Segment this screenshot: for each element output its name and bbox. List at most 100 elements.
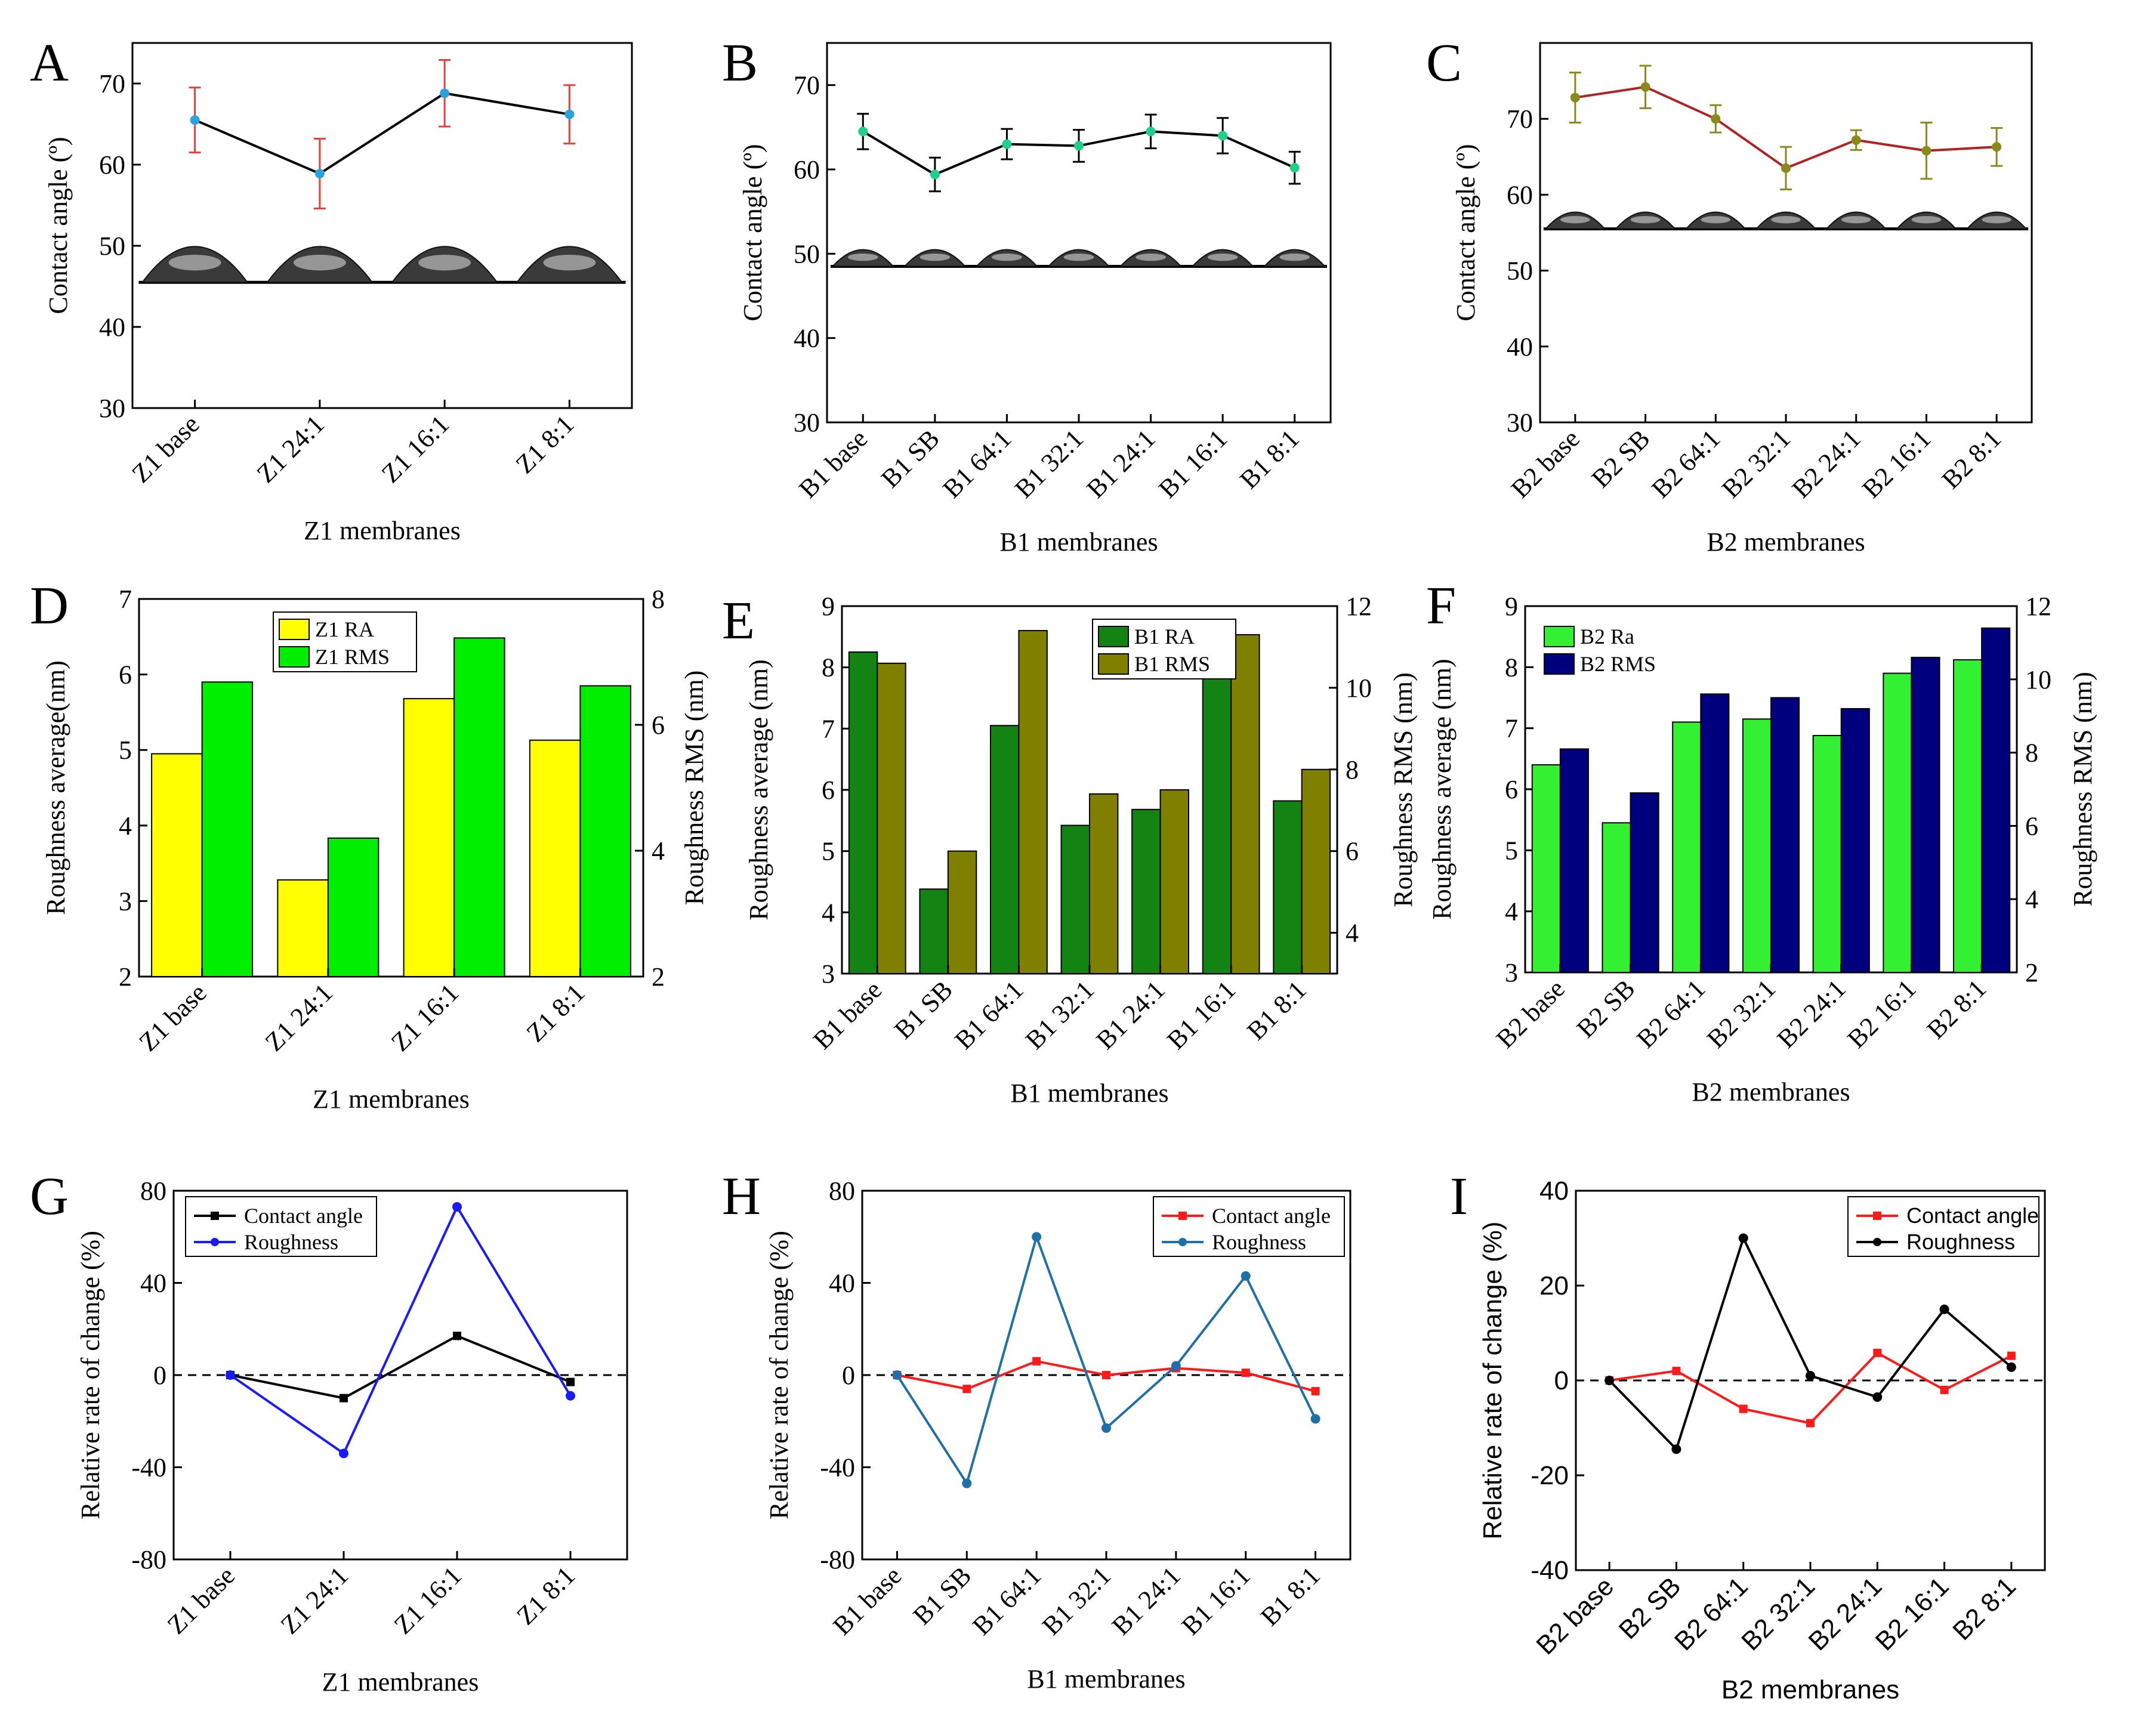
series-line-contact-angle bbox=[1609, 1351, 2012, 1425]
x-tick-label: Z1 24:1 bbox=[260, 978, 338, 1057]
series-line-contact-angle bbox=[194, 92, 570, 175]
y-tick-label: 9 bbox=[822, 592, 835, 621]
point-contact-angle-b1-8-1 bbox=[1289, 163, 1300, 173]
bar-z1-ra-z1-8-1 bbox=[529, 739, 581, 977]
panel-letter: D bbox=[30, 576, 69, 635]
x-tick-label: B2 8:1 bbox=[1936, 424, 2007, 494]
x-tick-label: B1 8:1 bbox=[1234, 424, 1304, 494]
y-axis-label: Roughness average(nm) bbox=[41, 660, 70, 915]
point-contact-angle-b1-8-1 bbox=[1311, 1387, 1320, 1396]
legend-marker bbox=[211, 1212, 219, 1220]
legend-swatch bbox=[1098, 626, 1129, 647]
y-tick-label: 3 bbox=[119, 886, 132, 916]
point-contact-angle-b1-16-1 bbox=[1241, 1369, 1250, 1377]
point-contact-angle-b2-24-1 bbox=[1873, 1348, 1882, 1357]
point-contact-angle-b2-sb bbox=[1672, 1367, 1681, 1376]
y-tick-label: 80 bbox=[140, 1176, 166, 1206]
x-tick-label: Z1 16:1 bbox=[385, 978, 464, 1057]
point-contact-angle-b2-64-1 bbox=[1739, 1404, 1748, 1413]
plot-frame bbox=[826, 42, 1332, 424]
x-axis-label: Z1 membranes bbox=[322, 1667, 479, 1697]
y2-tick-label: 10 bbox=[1346, 674, 1372, 703]
x-tick-label: B1 SB bbox=[888, 975, 958, 1045]
x-tick-label: Z1 8:1 bbox=[521, 978, 591, 1048]
y-tick-label: 60 bbox=[794, 155, 820, 184]
bar-b2-rms-b2-sb bbox=[1630, 792, 1659, 973]
series-line-roughness bbox=[229, 1204, 572, 1456]
y-tick-label: 0 bbox=[153, 1361, 166, 1390]
droplet-highlight bbox=[1207, 253, 1238, 261]
y-tick-label: 6 bbox=[119, 660, 132, 690]
point-roughness-b1-16-1 bbox=[1241, 1271, 1251, 1281]
y-tick-label: 9 bbox=[1505, 592, 1518, 621]
point-roughness-b1-8-1 bbox=[1310, 1414, 1320, 1424]
legend-label: Roughness bbox=[244, 1230, 338, 1254]
panel-letter: B bbox=[722, 33, 758, 92]
x-tick-label: B2 8:1 bbox=[1947, 1571, 2022, 1646]
y-tick-label: 20 bbox=[1539, 1271, 1569, 1301]
point-contact-angle-b1-32-1 bbox=[1102, 1371, 1110, 1379]
bar-b2-ra-b2-32-1 bbox=[1742, 718, 1772, 973]
y2-tick-label: 4 bbox=[1346, 919, 1359, 948]
legend-box bbox=[185, 1196, 377, 1257]
point-roughness-b1-64-1 bbox=[1032, 1232, 1042, 1242]
bar-z1-rms-z1-24-1 bbox=[327, 837, 379, 978]
panel-letter: I bbox=[1450, 1167, 1468, 1226]
legend-swatch bbox=[279, 646, 310, 668]
y-axis-label: Contact angle (º) bbox=[44, 137, 73, 314]
x-tick-label: Z1 8:1 bbox=[510, 409, 580, 479]
panel-letter: A bbox=[30, 33, 69, 92]
panel-d: D 2 3 4 5 6 7 2 4 6 8 Roughness RMS (nm) Z1 RA Z1 RMS… bbox=[30, 576, 709, 1114]
panel-a: A 30 40 50 60 70 Contact angle (º) Z1 base Z1 24… bbox=[30, 33, 633, 545]
x-tick-label: B2 32:1 bbox=[1701, 974, 1781, 1054]
x-tick-label: B2 32:1 bbox=[1736, 1571, 1821, 1656]
point-roughness-z1-24-1 bbox=[339, 1448, 348, 1459]
y-tick-label: 80 bbox=[829, 1176, 855, 1206]
y-tick-label: 5 bbox=[1505, 836, 1518, 865]
bar-b1-rms-b1-8-1 bbox=[1301, 768, 1331, 975]
x-tick-label: B2 24:1 bbox=[1803, 1571, 1887, 1656]
y2-tick-label: 12 bbox=[1346, 592, 1372, 621]
bar-b1-rms-b1-32-1 bbox=[1089, 793, 1119, 975]
droplet-highlight bbox=[992, 253, 1022, 261]
y-tick-label: 30 bbox=[794, 408, 820, 437]
panel-letter: E bbox=[722, 591, 755, 650]
legend-swatch bbox=[1098, 653, 1129, 675]
legend-label: B1 RA bbox=[1134, 625, 1195, 648]
point-contact-angle-z1-8-1 bbox=[566, 1377, 575, 1386]
bar-b2-ra-b2-sb bbox=[1602, 822, 1631, 973]
point-roughness-z1-8-1 bbox=[566, 1391, 575, 1401]
droplet-highlight bbox=[920, 253, 951, 261]
point-contact-angle-z1-24-1 bbox=[340, 1394, 348, 1403]
bar-b1-rms-b1-16-1 bbox=[1230, 634, 1260, 974]
y2-tick-label: 2 bbox=[652, 962, 665, 991]
y-tick-label: 6 bbox=[822, 776, 835, 805]
y-axis-label: Contact angle (º) bbox=[1451, 144, 1480, 321]
point-roughness-b1-sb bbox=[962, 1478, 972, 1488]
point-contact-angle-b2-24-1 bbox=[1851, 135, 1861, 145]
bar-b1-ra-b1-8-1 bbox=[1273, 800, 1303, 974]
y2-tick-label: 8 bbox=[1346, 755, 1359, 784]
x-tick-label: Z1 8:1 bbox=[511, 1561, 581, 1630]
legend-marker bbox=[211, 1238, 219, 1246]
x-tick-label: B2 32:1 bbox=[1716, 424, 1796, 503]
bar-b1-rms-b1-24-1 bbox=[1159, 789, 1189, 974]
series-line-contact-angle bbox=[230, 1335, 571, 1400]
droplet-highlight bbox=[1279, 253, 1310, 261]
point-contact-angle-b2-64-1 bbox=[1711, 114, 1721, 124]
x-tick-label: B2 base bbox=[1491, 974, 1570, 1054]
y-tick-label: -40 bbox=[820, 1453, 855, 1482]
y-tick-label: 70 bbox=[99, 69, 125, 98]
droplet-highlight bbox=[1063, 253, 1094, 261]
droplet-highlight bbox=[1630, 216, 1661, 224]
point-contact-angle-b1-64-1 bbox=[1002, 139, 1012, 149]
x-tick-label: B1 SB bbox=[875, 424, 945, 493]
y-tick-label: 3 bbox=[822, 959, 835, 989]
droplet-highlight bbox=[847, 253, 878, 261]
bar-b2-ra-b2-24-1 bbox=[1812, 734, 1842, 973]
x-tick-label: B1 32:1 bbox=[1009, 424, 1089, 503]
